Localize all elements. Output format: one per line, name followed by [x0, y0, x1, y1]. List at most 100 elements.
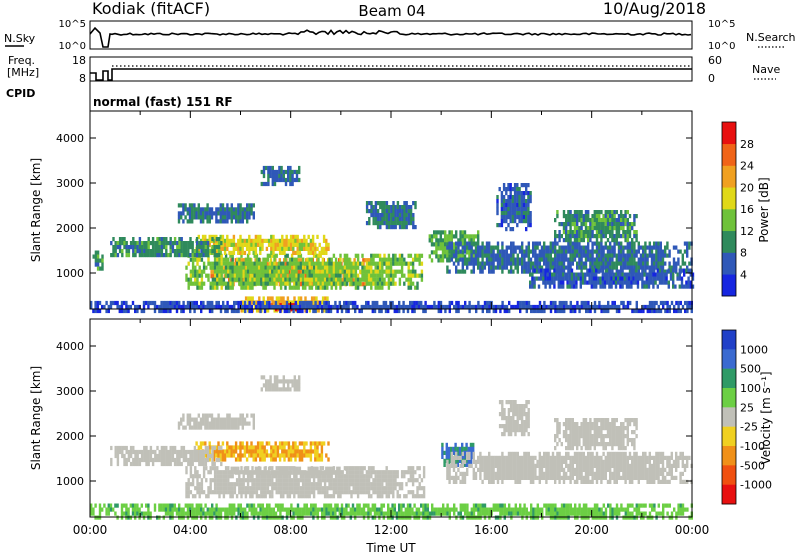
- power-cell: [571, 257, 574, 262]
- power-cell: [584, 230, 588, 235]
- power-cell: [257, 273, 261, 278]
- velocity-cell: [263, 470, 266, 475]
- power-cell: [347, 308, 350, 314]
- power-cell: [587, 241, 590, 246]
- power-cell: [411, 265, 415, 270]
- power-cell: [623, 272, 626, 277]
- power-cell: [685, 268, 688, 273]
- power-cell: [361, 261, 364, 266]
- power-cell: [664, 253, 667, 258]
- power-cell: [287, 173, 290, 179]
- power-cell: [311, 250, 315, 255]
- power-cell: [213, 249, 216, 254]
- power-cell: [398, 269, 402, 274]
- power-cell: [401, 205, 404, 210]
- power-cell: [216, 269, 219, 274]
- velocity-cell: [356, 486, 360, 491]
- power-cell: [457, 241, 460, 246]
- power-cell: [433, 300, 436, 306]
- power-cell: [191, 269, 195, 274]
- velocity-cell: [422, 490, 426, 495]
- velocity-cell: [378, 482, 382, 487]
- velocity-cell: [257, 486, 261, 491]
- power-cell: [615, 261, 618, 266]
- power-cell: [287, 242, 291, 247]
- power-cell: [389, 300, 392, 306]
- power-cell: [156, 304, 159, 310]
- power-cell: [213, 211, 216, 216]
- power-cell: [253, 253, 256, 258]
- power-cell: [211, 245, 214, 250]
- velocity-cell: [376, 494, 380, 499]
- power-cell: [211, 265, 215, 270]
- velocity-cell: [187, 486, 190, 491]
- power-cell: [584, 280, 587, 285]
- power-cell: [291, 173, 294, 179]
- power-cell: [224, 215, 227, 220]
- power-cell: [197, 203, 200, 208]
- velocity-cell: [209, 490, 212, 495]
- power-cell: [257, 300, 260, 306]
- power-cell: [554, 257, 557, 262]
- power-cell: [266, 265, 270, 270]
- power-cell: [509, 195, 512, 200]
- velocity-cell: [304, 494, 307, 499]
- power-cell: [233, 273, 237, 278]
- power-cell: [223, 246, 227, 251]
- power-cell: [385, 269, 388, 274]
- power-cell: [284, 285, 287, 290]
- power-cell: [620, 249, 623, 254]
- power-cell: [396, 269, 399, 274]
- power-cell: [367, 273, 371, 278]
- power-cell: [639, 272, 642, 277]
- power-cell: [215, 250, 218, 255]
- power-cell: [587, 234, 590, 239]
- power-cell: [218, 281, 221, 286]
- power-cell: [230, 242, 233, 247]
- power-cell: [529, 211, 532, 216]
- power-cell: [608, 284, 611, 289]
- power-cell: [557, 272, 560, 277]
- power-cell: [304, 285, 307, 290]
- power-cell: [238, 261, 241, 266]
- power-cell: [535, 276, 538, 281]
- velocity-cell: [354, 478, 358, 483]
- power-cell: [576, 245, 579, 250]
- velocity-cell: [337, 494, 340, 499]
- power-cell: [664, 245, 667, 250]
- power-cell: [567, 234, 570, 239]
- power-cell: [653, 241, 656, 246]
- power-cell: [197, 215, 200, 220]
- power-cell: [569, 210, 572, 215]
- power-cell: [308, 285, 311, 290]
- power-cell: [219, 203, 222, 208]
- power-cell: [459, 304, 462, 310]
- velocity-cell: [312, 494, 316, 499]
- power-cell: [383, 281, 386, 286]
- power-cell: [622, 249, 625, 254]
- power-cell: [158, 308, 161, 314]
- power-cell: [568, 280, 571, 285]
- power-cell: [193, 304, 196, 310]
- power-cell: [381, 217, 384, 222]
- power-cell: [224, 211, 227, 216]
- power-cell: [602, 222, 605, 227]
- power-cell: [299, 253, 303, 258]
- date-title: 10/Aug/2018: [603, 0, 706, 18]
- power-cell: [162, 253, 166, 258]
- power-cell: [372, 281, 375, 286]
- power-cell: [500, 215, 504, 220]
- power-cell: [578, 253, 581, 258]
- power-cell: [573, 249, 577, 254]
- power-cell: [206, 207, 209, 212]
- power-cell: [589, 304, 592, 310]
- power-cell: [525, 261, 528, 266]
- power-cell: [407, 221, 411, 226]
- power-cell: [228, 304, 231, 310]
- power-cell: [384, 304, 388, 310]
- power-ytick-label: 3000: [56, 177, 84, 190]
- power-cell: [622, 214, 625, 219]
- power-cell: [314, 246, 317, 251]
- velocity-cell: [259, 470, 262, 475]
- power-cell: [246, 211, 249, 216]
